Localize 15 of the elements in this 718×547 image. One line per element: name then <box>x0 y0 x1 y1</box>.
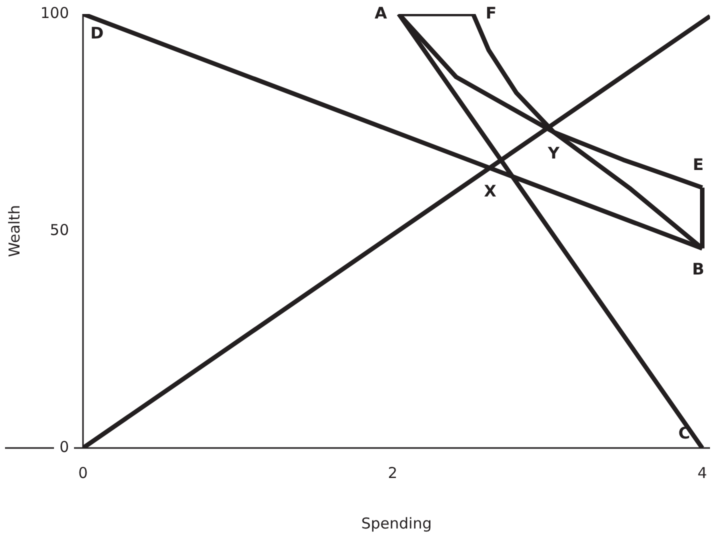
annotation: D <box>90 23 104 42</box>
annotation: Y <box>546 143 560 162</box>
annotation: E <box>692 154 704 174</box>
x-tick-label: 0 <box>78 464 88 482</box>
x-tick-label: 2 <box>388 464 398 482</box>
annotation: X <box>484 181 497 200</box>
annotation: A <box>374 3 388 22</box>
y-tick-label: 50 <box>50 221 69 240</box>
annotation: B <box>692 260 704 279</box>
annotation: F <box>486 3 497 22</box>
x-tick-label: 4 <box>697 464 708 482</box>
y-axis-title: Wealth <box>5 205 24 257</box>
y-tick-label: 100 <box>40 4 69 22</box>
x-axis-title: Spending <box>361 514 432 533</box>
y-tick-label: 0 <box>59 438 69 456</box>
